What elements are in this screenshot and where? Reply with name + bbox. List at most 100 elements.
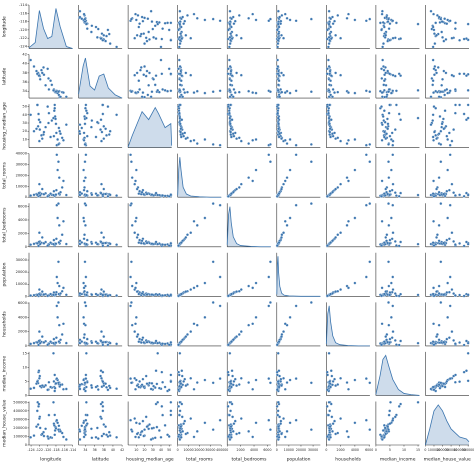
scatter-point bbox=[329, 118, 333, 122]
scatter-point bbox=[462, 194, 466, 198]
scatter-point bbox=[42, 340, 46, 344]
scatter-point bbox=[57, 160, 60, 164]
scatter-point bbox=[40, 187, 44, 191]
scatter-point bbox=[156, 351, 160, 355]
scatter-point bbox=[331, 95, 334, 99]
scatter-point bbox=[458, 193, 462, 197]
scatter-point bbox=[446, 216, 450, 220]
scatter-point bbox=[108, 341, 112, 345]
scatter-point bbox=[328, 69, 332, 73]
scatter-point bbox=[115, 243, 119, 247]
scatter-point bbox=[229, 292, 233, 296]
scatter-point bbox=[277, 20, 281, 24]
scatter-point bbox=[267, 304, 271, 308]
scatter-point bbox=[184, 335, 188, 339]
scatter-point bbox=[169, 89, 173, 93]
y-axis-label: median_house_value bbox=[2, 399, 8, 446]
scatter-point bbox=[78, 338, 82, 342]
scatter-point bbox=[138, 379, 142, 383]
scatter-point bbox=[416, 242, 420, 246]
scatter-point bbox=[393, 292, 397, 295]
scatter-point bbox=[435, 33, 438, 37]
scatter-point bbox=[101, 103, 105, 107]
x-tick-label: 0 bbox=[226, 448, 228, 452]
scatter-point bbox=[391, 418, 395, 422]
scatter-point bbox=[389, 400, 392, 404]
x-tick-label: 4000 bbox=[250, 448, 258, 452]
scatter-point bbox=[368, 160, 372, 164]
scatter-point bbox=[101, 380, 105, 384]
scatter-point bbox=[134, 286, 137, 290]
x-tick-label: 38 bbox=[102, 448, 106, 452]
scatter-point bbox=[336, 185, 340, 189]
scatter-point bbox=[279, 379, 283, 383]
scatter-point bbox=[100, 376, 103, 380]
scatter-point bbox=[44, 427, 48, 431]
scatter-point bbox=[226, 105, 230, 109]
scatter-point bbox=[416, 193, 420, 197]
scatter-point bbox=[397, 194, 401, 198]
scatter-point bbox=[178, 351, 182, 355]
y-tick-label: -124 bbox=[19, 44, 28, 48]
scatter-point bbox=[294, 89, 298, 93]
scatter-point bbox=[203, 315, 207, 319]
scatter-point bbox=[452, 128, 456, 132]
scatter-point bbox=[391, 153, 395, 157]
scatter-point bbox=[94, 135, 98, 139]
scatter-point bbox=[179, 241, 183, 245]
scatter-point bbox=[276, 409, 280, 413]
scatter-point bbox=[339, 231, 343, 235]
scatter-point bbox=[452, 239, 456, 243]
scatter-point bbox=[432, 130, 436, 134]
x-tick-label: -120 bbox=[44, 448, 51, 452]
scatter-point bbox=[133, 73, 137, 77]
scatter-point bbox=[47, 413, 51, 417]
scatter-point bbox=[169, 293, 173, 297]
scatter-point bbox=[327, 65, 331, 68]
scatter-point bbox=[137, 292, 141, 296]
scatter-point bbox=[283, 12, 287, 16]
scatter-point bbox=[140, 292, 144, 295]
scatter-point bbox=[54, 293, 58, 296]
scatter-point bbox=[55, 377, 59, 381]
scatter-point bbox=[218, 304, 222, 308]
scatter-point bbox=[285, 429, 289, 433]
x-tick-label: 30000 bbox=[205, 448, 215, 452]
scatter-point bbox=[54, 341, 58, 345]
scatter-point bbox=[38, 341, 42, 345]
y-tick-label: 10000 bbox=[16, 184, 28, 188]
scatter-point bbox=[235, 432, 239, 436]
x-tick-label: 42 bbox=[120, 448, 124, 452]
x-tick-label: -118 bbox=[52, 448, 59, 452]
y-tick-label: 100000 bbox=[13, 434, 27, 438]
scatter-point bbox=[136, 233, 140, 237]
scatter-point bbox=[138, 87, 142, 91]
scatter-point bbox=[254, 281, 258, 285]
scatter-point bbox=[441, 35, 444, 39]
scatter-point bbox=[166, 433, 169, 437]
scatter-point bbox=[254, 315, 258, 319]
scatter-point bbox=[142, 340, 146, 344]
scatter-point bbox=[227, 373, 230, 377]
scatter-point bbox=[195, 381, 199, 384]
scatter-point bbox=[390, 237, 394, 241]
scatter-point bbox=[145, 425, 149, 429]
scatter-point bbox=[385, 338, 388, 342]
scatter-point bbox=[167, 244, 171, 248]
scatter-point bbox=[385, 233, 389, 237]
scatter-point bbox=[44, 125, 48, 129]
scatter-point bbox=[279, 422, 283, 426]
scatter-point bbox=[384, 187, 388, 191]
scatter-point bbox=[232, 134, 236, 138]
scatter-point bbox=[288, 421, 292, 425]
scatter-point bbox=[102, 33, 106, 37]
scatter-point bbox=[55, 418, 59, 422]
x-tick-label: 6000 bbox=[263, 448, 271, 452]
scatter-point bbox=[89, 427, 93, 431]
scatter-point bbox=[32, 242, 36, 246]
scatter-point bbox=[177, 58, 181, 62]
scatter-point bbox=[388, 341, 392, 344]
scatter-point bbox=[448, 377, 452, 381]
scatter-point bbox=[391, 143, 395, 147]
y-axis-label: population bbox=[2, 262, 8, 286]
